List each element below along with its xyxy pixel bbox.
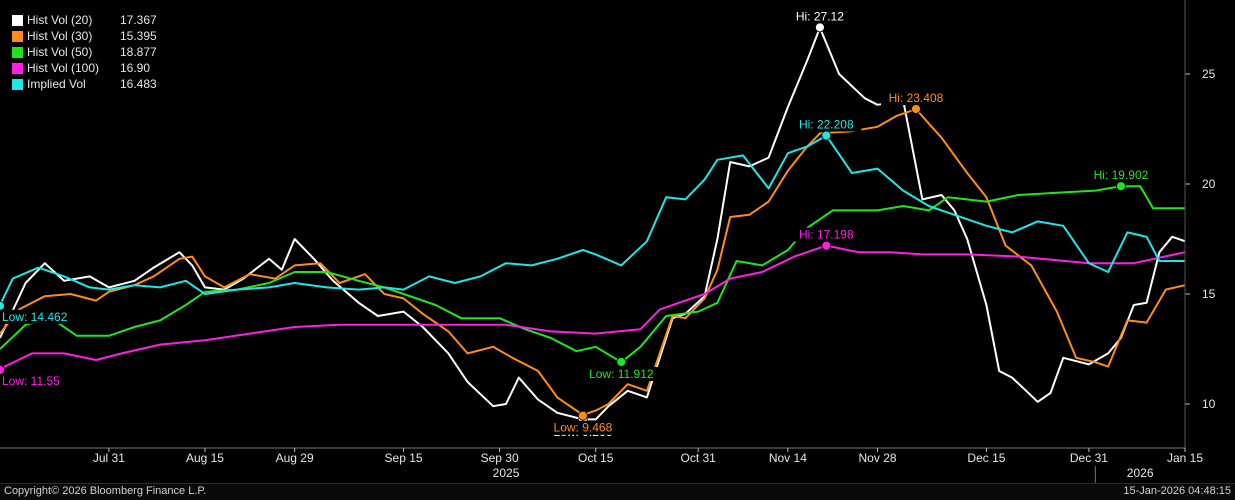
annotation-bg-hi-hist-vol-20 (788, 9, 852, 24)
marker-low-hist-vol-30 (577, 410, 588, 421)
timestamp-text: 15-Jan-2026 04:48:15 (1123, 485, 1231, 497)
x-tick-label: Aug 29 (276, 451, 314, 465)
legend-last-value: 15.395 (120, 29, 157, 43)
year-label: 2025 (493, 466, 520, 480)
x-tick-label: Sep 30 (481, 451, 519, 465)
annotation-bg-hi-hist-vol-50 (1085, 168, 1156, 183)
x-tick-label: Aug 15 (186, 451, 224, 465)
annotation-bg-low-hist-vol-100 (0, 373, 70, 388)
y-tick-label: 15 (1202, 287, 1216, 301)
annotation-low-implied-vol: Low: 14.462 (2, 310, 68, 324)
legend-swatch (12, 14, 23, 26)
x-tick-label: Dec 31 (1070, 451, 1108, 465)
series-line-implied-vol (0, 134, 1185, 306)
annotation-hi-implied-vol: Hi: 22.208 (799, 117, 854, 131)
legend-last-value: 16.483 (120, 77, 157, 91)
x-tick-label: Jul 31 (93, 451, 125, 465)
marker-hi-hist-vol-30 (911, 104, 921, 114)
annotation-bg-hi-hist-vol-30 (880, 91, 951, 106)
annotation-hi-hist-vol-30: Hi: 23.408 (889, 91, 944, 105)
year-label: 2026 (1127, 466, 1154, 480)
legend-last-value: 17.367 (120, 13, 157, 27)
legend-swatch (12, 78, 23, 90)
y-tick-label: 20 (1202, 177, 1216, 191)
series-layer (0, 26, 1186, 421)
legend-item-hist-vol-30: Hist Vol (30) 15.395 (0, 28, 157, 44)
series-line-hist-vol-100 (0, 244, 1186, 370)
annotation-bg-hi-hist-vol-100 (791, 227, 862, 242)
x-tick-label: Sep 15 (385, 451, 423, 465)
legend-item-implied-vol: Implied Vol 16.483 (0, 76, 157, 92)
annotation-hi-hist-vol-20: Hi: 27.12 (796, 9, 844, 23)
legend-series-name: Hist Vol (50) (27, 45, 93, 59)
x-tick-label: Nov 28 (859, 451, 897, 465)
marker-hi-hist-vol-50 (1116, 181, 1126, 192)
annotation-low-hist-vol-30: Low: 9.468 (554, 421, 613, 435)
legend-item-hist-vol-50: Hist Vol (50) 18.877 (0, 44, 157, 60)
legend: Hist Vol (20) 17.367 Hist Vol (30) 15.395 Hi… (0, 10, 157, 94)
legend-series-name: Hist Vol (100) (27, 61, 100, 75)
legend-item-hist-vol-20: Hist Vol (20) 17.367 (0, 12, 157, 28)
marker-low-hist-vol-100 (0, 365, 5, 375)
marker-hi-hist-vol-100 (821, 240, 832, 251)
footer: Copyright© 2026 Bloomberg Finance L.P. 1… (0, 483, 1235, 500)
annotation-low-hist-vol-100: Low: 11.55 (2, 374, 60, 388)
legend-last-value: 18.877 (120, 45, 157, 59)
annotation-low-hist-vol-50: Low: 11.912 (589, 367, 654, 381)
legend-swatch (12, 46, 23, 58)
x-tick-label: Oct 31 (681, 451, 717, 465)
annotation-bg-low-implied-vol (0, 309, 77, 324)
legend-swatch (12, 62, 23, 74)
legend-series-name: Implied Vol (27, 77, 86, 91)
marker-low-hist-vol-50 (616, 357, 627, 367)
marker-low-implied-vol (0, 300, 5, 311)
annotation-bg-low-hist-vol-50 (583, 366, 660, 381)
y-tick-label: 25 (1202, 67, 1216, 81)
x-tick-label: Oct 15 (578, 451, 614, 465)
legend-series-name: Hist Vol (20) (27, 13, 93, 27)
x-tick-label: Dec 15 (967, 451, 1005, 465)
annotation-hi-hist-vol-50: Hi: 19.902 (1094, 168, 1149, 182)
series-line-hist-vol-30 (0, 108, 1186, 416)
legend-last-value: 16.90 (120, 61, 151, 75)
annotation-bg-low-hist-vol-30 (547, 420, 618, 435)
series-line-hist-vol-50 (0, 185, 1185, 364)
x-tick-label: Nov 14 (769, 451, 807, 465)
annotation-hi-hist-vol-100: Hi: 17.198 (799, 228, 854, 242)
legend-item-hist-vol-100: Hist Vol (100) 16.90 (0, 60, 157, 76)
legend-series-name: Hist Vol (30) (27, 29, 93, 43)
chart-background (0, 0, 1235, 483)
marker-hi-implied-vol (821, 130, 832, 141)
y-tick-label: 10 (1202, 397, 1216, 411)
marker-hi-hist-vol-20 (814, 22, 825, 33)
series-line-hist-vol-20 (0, 26, 1186, 421)
copyright-text: Copyright© 2026 Bloomberg Finance L.P. (4, 485, 207, 497)
legend-swatch (12, 30, 23, 42)
x-tick-label: Jan 15 (1167, 451, 1203, 465)
annotation-bg-hi-implied-vol (791, 117, 862, 132)
